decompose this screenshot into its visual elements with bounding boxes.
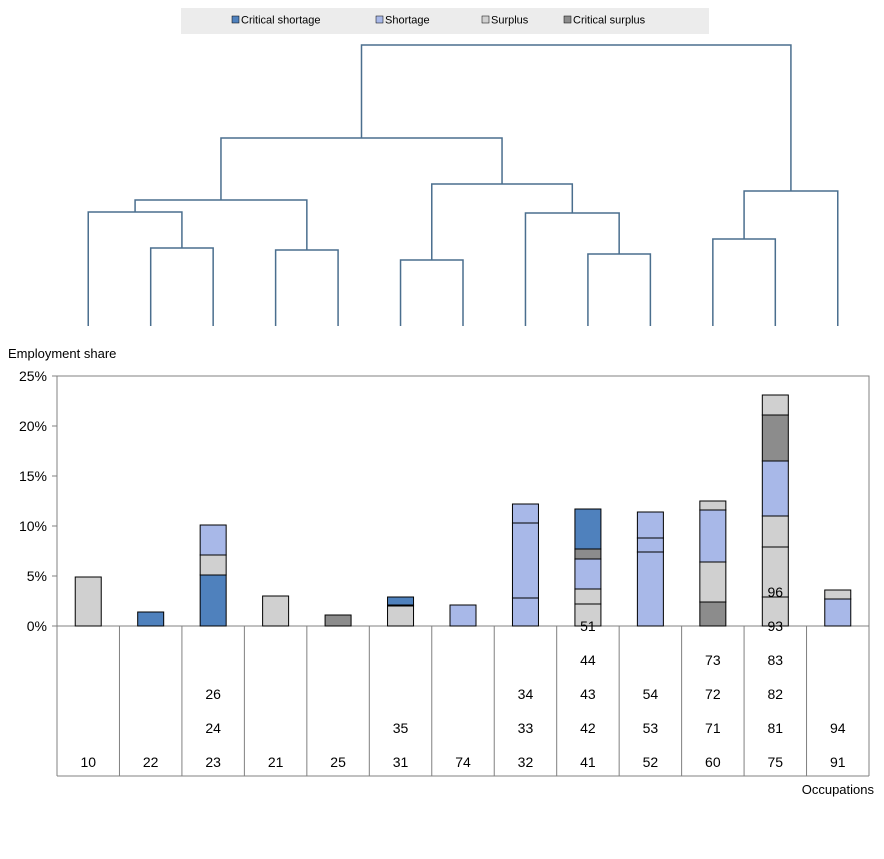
legend: Critical shortage Shortage Surplus Critical… xyxy=(181,8,709,34)
y-tick-label: 15% xyxy=(19,468,47,484)
occupation-code: 35 xyxy=(393,720,409,736)
x-axis-label: Occupations xyxy=(802,782,875,797)
bar-segment xyxy=(699,509,727,563)
bar-segment xyxy=(199,524,227,556)
occupation-code: 33 xyxy=(518,720,534,736)
legend-label-surplus: Surplus xyxy=(491,15,529,27)
bar-segment xyxy=(574,558,602,590)
occupation-code: 93 xyxy=(768,618,784,634)
occupation-code: 54 xyxy=(643,686,659,702)
dendrogram-link xyxy=(399,259,464,326)
bar-segment xyxy=(761,414,789,462)
bar-segment xyxy=(449,604,477,627)
occupation-code: 26 xyxy=(205,686,221,702)
bar-segment xyxy=(636,537,664,553)
occupation-code: 52 xyxy=(643,754,659,770)
occupation-code: 25 xyxy=(330,754,346,770)
dendrogram-link xyxy=(360,44,792,191)
dendrogram-link xyxy=(431,183,574,260)
occupation-code: 23 xyxy=(205,754,221,770)
occupation-code: 41 xyxy=(580,754,596,770)
bar-segment xyxy=(699,601,727,627)
dendrogram-link xyxy=(712,238,777,326)
dendrogram-link xyxy=(134,199,308,250)
occupation-code: 34 xyxy=(518,686,534,702)
dendrogram-link xyxy=(149,247,214,326)
dendrogram xyxy=(87,44,839,326)
bar-segment xyxy=(511,597,539,627)
y-tick-label: 5% xyxy=(27,568,47,584)
bar-segment xyxy=(761,515,789,548)
occupation-code: 96 xyxy=(768,584,784,600)
occupation-code: 53 xyxy=(643,720,659,736)
bar-segment xyxy=(511,503,539,524)
bar-segment xyxy=(636,511,664,539)
occupation-code: 72 xyxy=(705,686,721,702)
legend-swatch-critical-surplus xyxy=(563,15,572,24)
bar-segment xyxy=(699,500,727,511)
bar-segment xyxy=(574,508,602,550)
occupation-code: 21 xyxy=(268,754,284,770)
bar-segment xyxy=(199,554,227,576)
bar-segment xyxy=(574,588,602,605)
bar-segment xyxy=(511,522,539,599)
occupation-code: 44 xyxy=(580,652,596,668)
bar-segment xyxy=(74,576,102,627)
occupation-code: 10 xyxy=(80,754,96,770)
bar-segment xyxy=(636,551,664,627)
bar-segment xyxy=(824,589,852,600)
occupation-code: 81 xyxy=(768,720,784,736)
dendrogram-link xyxy=(274,249,339,326)
y-tick-label: 20% xyxy=(19,418,47,434)
y-axis-label: Employment share xyxy=(8,346,116,361)
dendrogram-link xyxy=(87,211,183,326)
bar-segment xyxy=(574,548,602,560)
occupation-code: 43 xyxy=(580,686,596,702)
legend-label-shortage: Shortage xyxy=(385,15,430,27)
occupation-code: 83 xyxy=(768,652,784,668)
bar-segment xyxy=(262,595,290,627)
occupation-code: 71 xyxy=(705,720,721,736)
occupation-code: 91 xyxy=(830,754,846,770)
bar-segment xyxy=(387,596,415,606)
occupation-code: 74 xyxy=(455,754,471,770)
bar-segment xyxy=(199,574,227,627)
bar-segment xyxy=(324,614,352,627)
bar-segment xyxy=(137,611,165,627)
bar-segment xyxy=(761,394,789,416)
legend-swatch-critical-shortage xyxy=(231,15,240,24)
y-tick-label: 10% xyxy=(19,518,47,534)
occupation-code: 60 xyxy=(705,754,721,770)
occupation-code: 75 xyxy=(768,754,784,770)
legend-swatch-shortage xyxy=(375,15,384,24)
occupation-code: 31 xyxy=(393,754,409,770)
bar-segment xyxy=(761,460,789,517)
legend-label-critical-surplus: Critical surplus xyxy=(573,15,646,27)
bar-segment xyxy=(824,598,852,627)
occupation-code: 42 xyxy=(580,720,596,736)
dendrogram-link xyxy=(743,190,839,326)
occupation-code: 32 xyxy=(518,754,534,770)
legend-background xyxy=(181,8,709,34)
dendrogram-link xyxy=(587,253,652,326)
occupation-code: 22 xyxy=(143,754,159,770)
occupation-code: 73 xyxy=(705,652,721,668)
dendrogram-link xyxy=(524,212,620,326)
occupation-code: 82 xyxy=(768,686,784,702)
legend-swatch-surplus xyxy=(481,15,490,24)
y-tick-label: 25% xyxy=(19,368,47,384)
occupation-code: 24 xyxy=(205,720,221,736)
occupation-code: 51 xyxy=(580,618,596,634)
legend-label-critical-shortage: Critical shortage xyxy=(241,15,320,27)
bar-segment xyxy=(387,605,415,627)
occupation-code: 94 xyxy=(830,720,846,736)
y-tick-label: 0% xyxy=(27,618,47,634)
bar-segment xyxy=(699,561,727,603)
plot-area xyxy=(56,375,870,627)
dendrogram-link xyxy=(220,137,503,200)
